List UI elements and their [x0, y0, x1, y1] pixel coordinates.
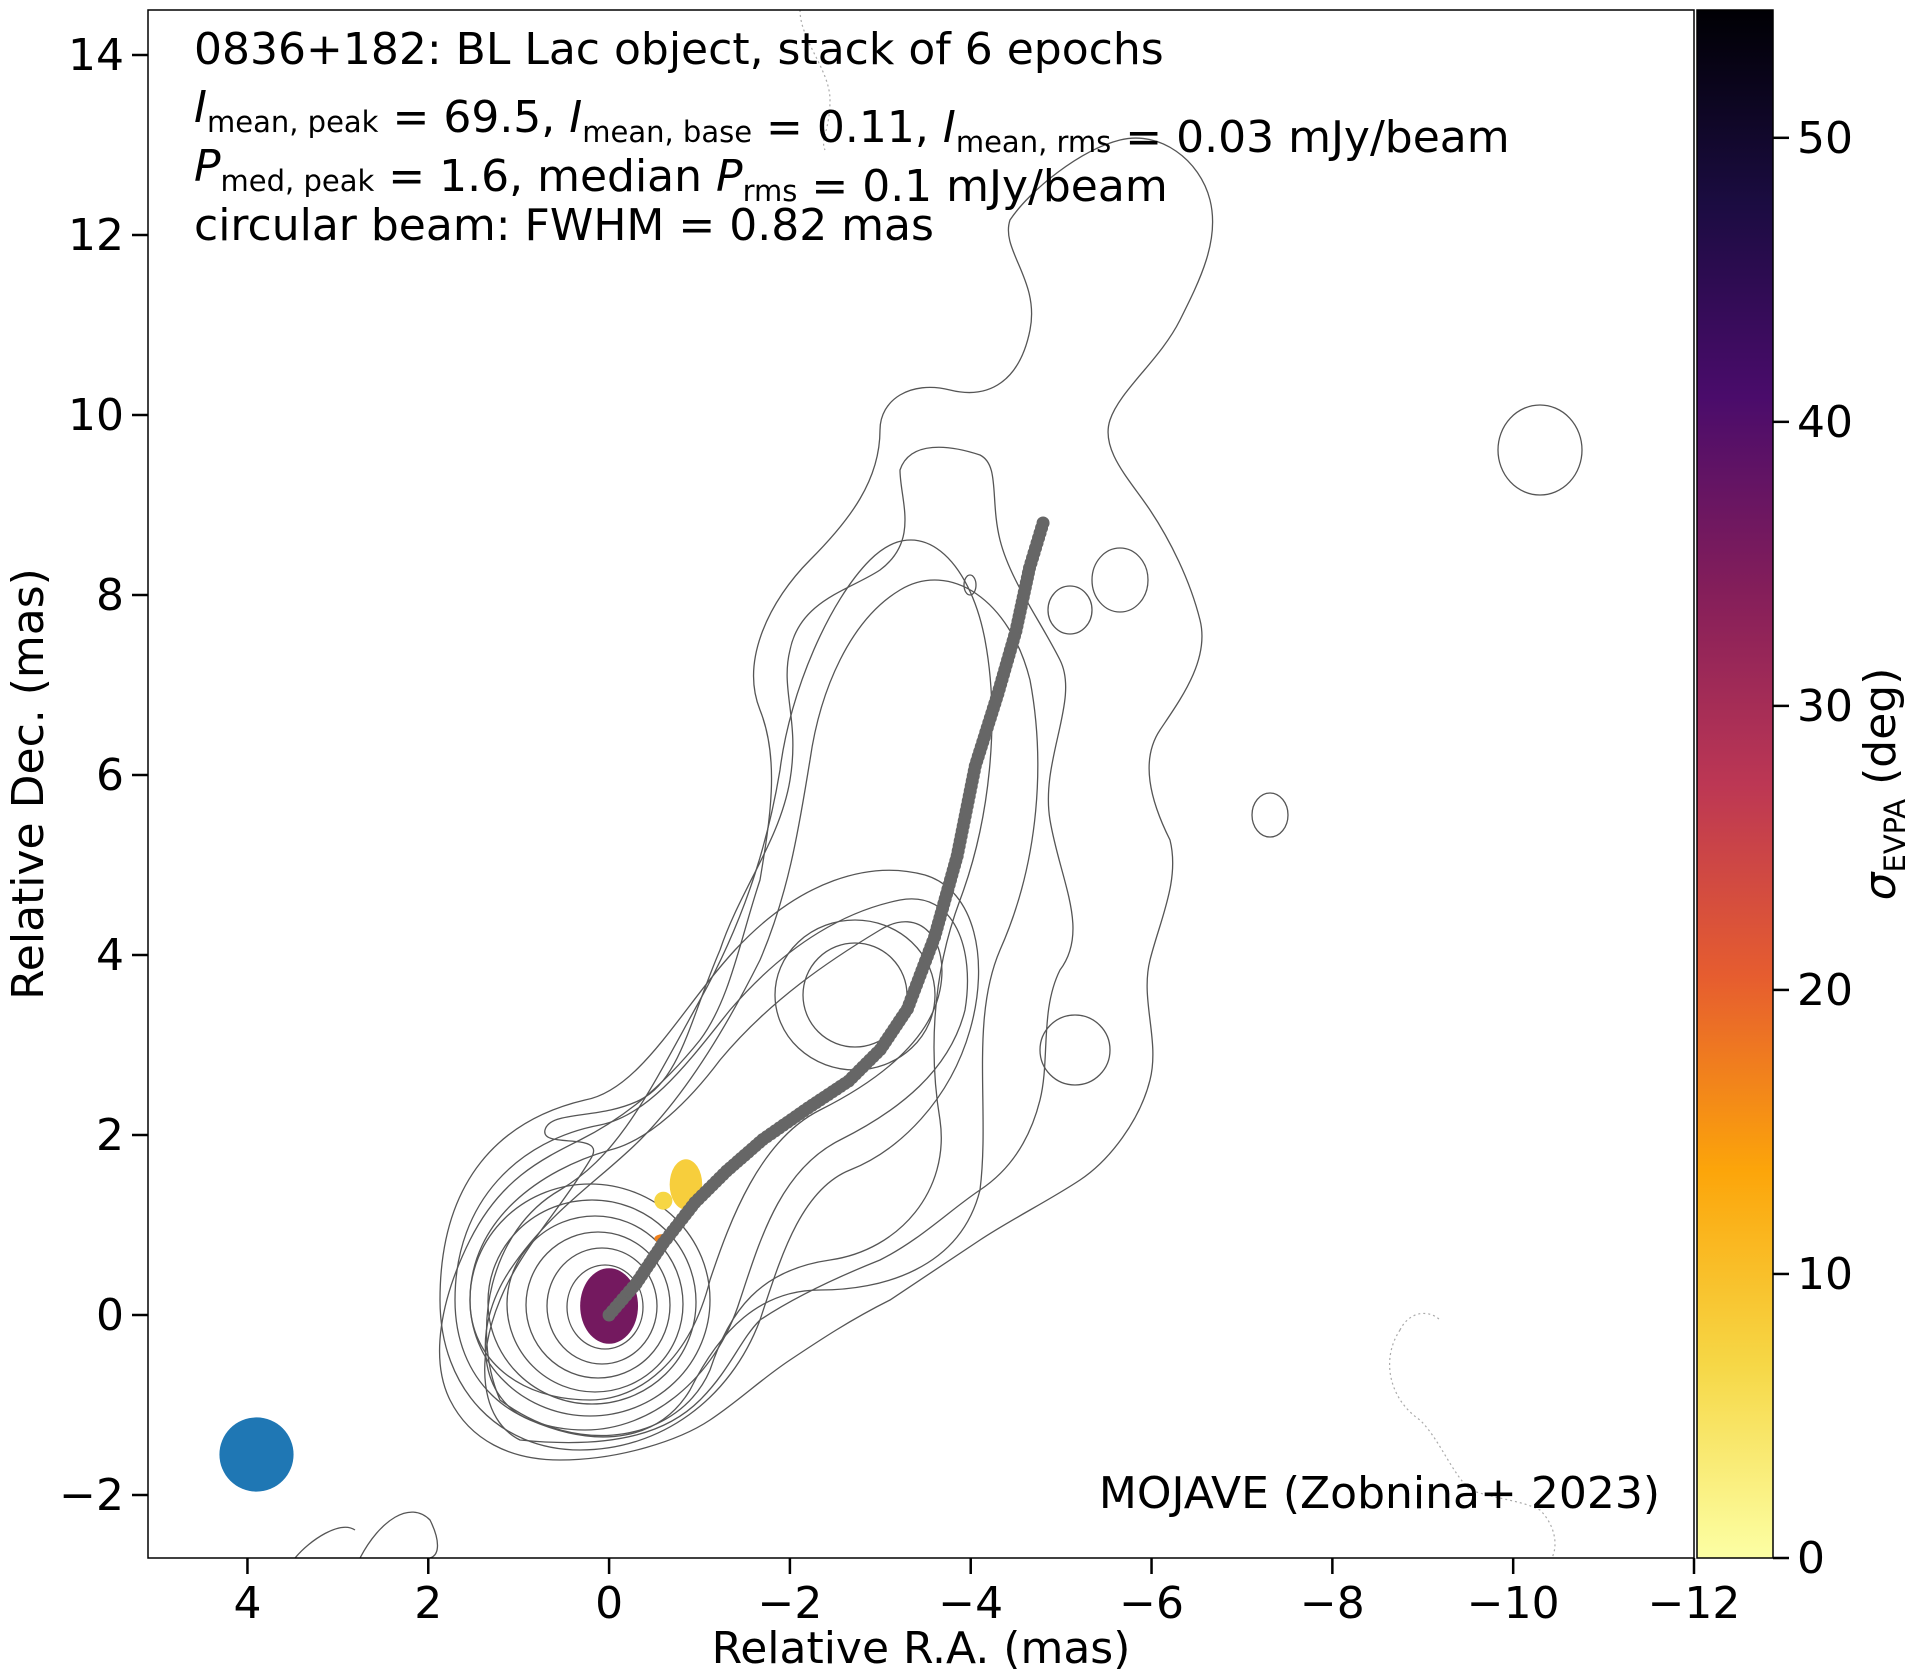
contour-outer-large — [438, 137, 1214, 1461]
annotation-part: I — [194, 82, 207, 133]
annotation-part: mean, rms — [956, 125, 1111, 159]
y-tick-label: 2 — [96, 1110, 124, 1161]
contour-core-3 — [525, 1231, 671, 1379]
annotation-line-3: circular beam: FWHM = 0.82 mas — [194, 200, 934, 251]
y-tick-label: −2 — [59, 1470, 124, 1521]
annotation-part: mean, peak — [207, 105, 379, 139]
contour-jet-1 — [469, 921, 943, 1401]
x-tick-label: 4 — [233, 1578, 261, 1629]
contour-negative-bottom-right — [1389, 1312, 1556, 1558]
annotation-part: P — [194, 141, 221, 192]
colorbar-gradient — [1696, 9, 1774, 1559]
y-tick-label: 4 — [96, 930, 124, 981]
y-tick-label: 0 — [96, 1290, 124, 1341]
contour-core-5 — [487, 1199, 697, 1405]
annotation-part: mean, base — [582, 115, 752, 149]
contour-bottom-left-1 — [359, 1511, 439, 1558]
intensity-contours — [294, 10, 1583, 1558]
x-tick-label: −2 — [757, 1578, 822, 1629]
annotation-part: = 1.6, median — [374, 151, 716, 202]
annotation-part: = 0.11, — [752, 102, 943, 153]
annotation-line-1: Imean, peak = 69.5, Imean, base = 0.11, … — [194, 82, 1510, 163]
colorbar-tick-label: 40 — [1797, 397, 1853, 448]
y-axis-ticks: −2 0 2 4 6 8 10 12 14 — [59, 30, 148, 1521]
x-tick-label: −12 — [1648, 1578, 1741, 1629]
x-tick-label: −6 — [1119, 1578, 1184, 1629]
y-axis-label: Relative Dec. (mas) — [3, 568, 54, 1000]
colorbar-tick-label: 0 — [1797, 1533, 1825, 1584]
y-tick-label: 14 — [68, 30, 124, 81]
contour-blob-3 — [1047, 585, 1093, 635]
x-tick-label: 0 — [595, 1578, 623, 1629]
annotation-line-2: Pmed, peak = 1.6, median Prms = 0.1 mJy/… — [194, 141, 1168, 212]
x-axis-label: Relative R.A. (mas) — [712, 1623, 1131, 1674]
colorbar-tick-label: 30 — [1797, 681, 1853, 732]
colorbar-ticks: 0 10 20 30 40 50 — [1773, 113, 1853, 1584]
beam-ellipse — [219, 1417, 294, 1492]
plot-frame — [147, 9, 1695, 1559]
colorbar-tick-label: 20 — [1797, 965, 1853, 1016]
contour-bottom-left-2 — [294, 1526, 356, 1558]
colorbar-tick-label: 10 — [1797, 1249, 1853, 1300]
annotation-part: I — [943, 102, 956, 153]
evpa-patch-3 — [654, 1191, 673, 1210]
contour-jet-2 — [454, 898, 969, 1431]
x-axis-ticks: 4 2 0 −2 −4 −6 −8 −10 −12 — [233, 1558, 1740, 1629]
contour-blob-4 — [1091, 547, 1149, 613]
contour-core-1 — [566, 1264, 644, 1350]
contour-core-2 — [546, 1247, 658, 1365]
beam-marker — [219, 1417, 294, 1492]
annotation-part: I — [569, 92, 582, 143]
contour-jet-3 — [439, 869, 980, 1451]
annotation-part: P — [716, 151, 743, 202]
contour-blob-5 — [1039, 1014, 1111, 1086]
annotation-part: = 69.5, — [378, 92, 569, 143]
colorbar-label-unit: (deg) — [1855, 668, 1905, 799]
plot-area-background — [148, 10, 1694, 1558]
ridgeline-point — [1036, 516, 1050, 530]
credit-text: MOJAVE (Zobnina+ 2023) — [1099, 1468, 1660, 1519]
chart-title: 0836+182: BL Lac object, stack of 6 epoc… — [194, 24, 1164, 75]
colorbar-label: σEVPA (deg) — [1855, 668, 1905, 901]
y-tick-label: 12 — [68, 210, 124, 261]
contour-core-4 — [506, 1215, 684, 1393]
x-tick-label: 2 — [414, 1578, 442, 1629]
x-tick-label: −8 — [1300, 1578, 1365, 1629]
contour-jet-5 — [484, 579, 1039, 1438]
y-tick-label: 6 — [96, 750, 124, 801]
annotation-part: circular beam: FWHM = 0.82 mas — [194, 200, 934, 251]
contour-jet-4 — [485, 539, 993, 1437]
x-tick-label: −10 — [1467, 1578, 1560, 1629]
colorbar: 0 10 20 30 40 50 σEVPA (deg) — [1696, 9, 1905, 1584]
contour-blob-1 — [1497, 404, 1583, 496]
contour-negative-top — [799, 10, 831, 151]
annotation-part: med, peak — [221, 164, 375, 198]
jet-ridgeline — [602, 516, 1050, 1322]
contour-outer — [484, 446, 1074, 1444]
x-tick-label: −4 — [938, 1578, 1003, 1629]
annotation-part: = 0.1 mJy/beam — [797, 161, 1167, 212]
colorbar-label-symbol: σ — [1855, 871, 1905, 900]
colorbar-label-sub: EVPA — [1878, 799, 1905, 873]
y-tick-label: 10 — [68, 390, 124, 441]
annotation-part: rms — [743, 174, 798, 208]
contour-blob-6 — [963, 574, 977, 596]
stats-annotation: Imean, peak = 69.5, Imean, base = 0.11, … — [194, 82, 1510, 251]
y-tick-label: 8 — [96, 570, 124, 621]
contour-blob-2 — [1251, 792, 1289, 838]
annotation-part: = 0.03 mJy/beam — [1111, 112, 1509, 163]
colorbar-tick-label: 50 — [1797, 113, 1853, 164]
